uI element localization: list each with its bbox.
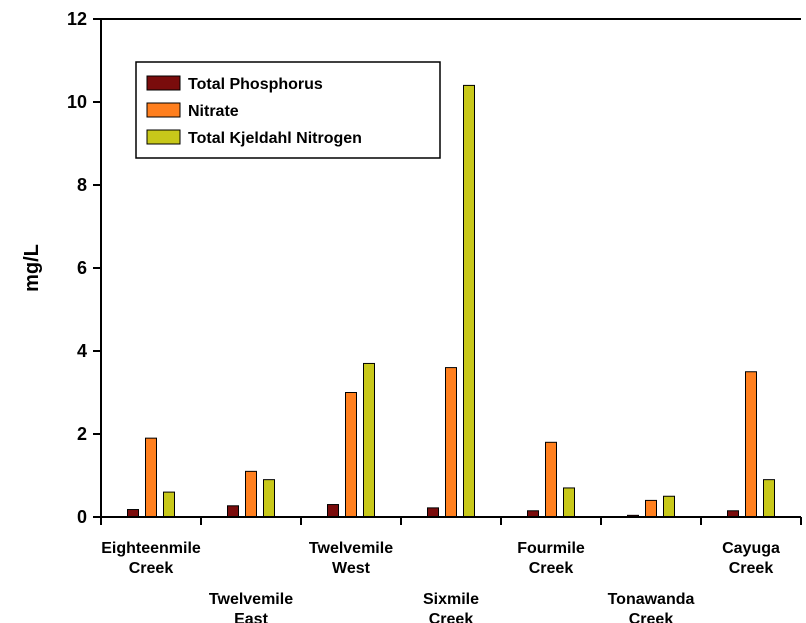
y-tick-label: 2 bbox=[77, 424, 87, 444]
y-tick-label: 8 bbox=[77, 175, 87, 195]
bar bbox=[445, 367, 457, 518]
bar bbox=[163, 491, 175, 518]
x-axis-ticks: Eighteenmile Creek Twelvemile East Twelvemil… bbox=[100, 517, 802, 623]
bar bbox=[145, 437, 157, 518]
x-category-label: East bbox=[234, 611, 268, 623]
bar bbox=[545, 441, 557, 518]
x-category-label: West bbox=[332, 560, 371, 577]
bar bbox=[763, 479, 775, 518]
x-category-label: Creek bbox=[429, 611, 474, 623]
bar bbox=[427, 507, 439, 518]
legend: Total Phosphorus Nitrate Total Kjeldahl Ni… bbox=[135, 61, 441, 159]
bar bbox=[263, 479, 275, 518]
legend-entry: Total Kjeldahl Nitrogen bbox=[188, 130, 362, 147]
y-tick-label: 4 bbox=[77, 341, 87, 361]
x-category-label: Sixmile bbox=[423, 591, 479, 608]
legend-swatch bbox=[146, 129, 181, 145]
legend-entry: Nitrate bbox=[188, 103, 239, 120]
bar bbox=[463, 84, 475, 518]
y-tick-label: 6 bbox=[77, 258, 87, 278]
x-category-label: Tonawanda bbox=[608, 591, 695, 608]
bar bbox=[363, 362, 375, 518]
y-axis-ticks: 0 2 4 6 8 10 12 bbox=[67, 9, 101, 527]
x-category-label: Twelvemile bbox=[309, 540, 393, 557]
x-category-label: Creek bbox=[629, 611, 674, 623]
x-category-label: Fourmile bbox=[517, 540, 585, 557]
x-category-label: Eighteenmile bbox=[101, 540, 201, 557]
x-category-label: Cayuga bbox=[722, 540, 780, 557]
legend-entry: Total Phosphorus bbox=[188, 76, 323, 93]
x-category-label: Creek bbox=[129, 560, 174, 577]
x-category-label: Twelvemile bbox=[209, 591, 293, 608]
x-category-label: Creek bbox=[729, 560, 774, 577]
bars-group bbox=[127, 84, 775, 518]
bar bbox=[327, 504, 339, 518]
legend-swatch bbox=[146, 102, 181, 118]
bar bbox=[345, 392, 357, 518]
y-tick-label: 0 bbox=[77, 507, 87, 527]
y-tick-label: 12 bbox=[67, 9, 87, 29]
bar bbox=[227, 505, 239, 518]
bar bbox=[563, 487, 575, 518]
bar bbox=[245, 470, 257, 518]
x-category-label: Creek bbox=[529, 560, 574, 577]
bar bbox=[663, 495, 675, 518]
legend-box bbox=[135, 61, 441, 159]
legend-swatch bbox=[146, 75, 181, 91]
y-axis-label: mg/L bbox=[21, 244, 43, 292]
y-tick-label: 10 bbox=[67, 92, 87, 112]
bar bbox=[645, 499, 657, 518]
bar bbox=[745, 371, 757, 518]
bar bbox=[127, 509, 139, 518]
